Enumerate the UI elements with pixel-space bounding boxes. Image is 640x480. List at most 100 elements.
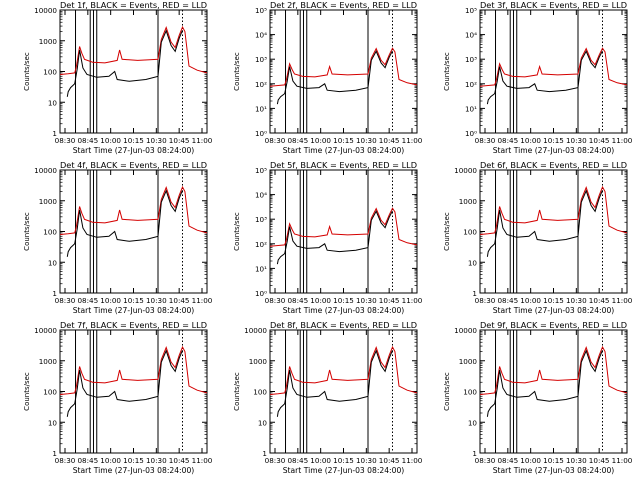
x-axis-label: Start Time (27-Jun-03 08:24:00) bbox=[283, 306, 405, 315]
y-tick-label: 100 bbox=[463, 228, 477, 237]
x-tick-label: 11:00 bbox=[402, 136, 423, 145]
panel-6: Det 6f, BLACK = Events, RED = LLD Counts/… bbox=[443, 160, 633, 315]
y-tick-label: 1 bbox=[472, 289, 477, 298]
y-tick-label: 100 bbox=[43, 388, 57, 397]
panel-3: Det 3f, BLACK = Events, RED = LLD Counts/… bbox=[443, 0, 633, 155]
series-events-black bbox=[486, 189, 603, 257]
y-tick-label: 10 bbox=[468, 258, 478, 267]
x-tick-label: 11:00 bbox=[192, 296, 213, 305]
x-tick-label: 11:00 bbox=[612, 456, 633, 465]
plot-frame bbox=[479, 169, 628, 294]
x-tick-label: 10:30 bbox=[566, 296, 587, 305]
y-tick-label: 100 bbox=[253, 388, 267, 397]
y-tick-label: 10000 bbox=[34, 326, 57, 335]
y-tick-label: 10 bbox=[48, 258, 58, 267]
x-axis-label: Start Time (27-Jun-03 08:24:00) bbox=[73, 146, 195, 155]
x-tick-label: 08:30 bbox=[265, 456, 286, 465]
panel-9: Det 9f, BLACK = Events, RED = LLD Counts/… bbox=[443, 320, 633, 475]
x-tick-label: 10:45 bbox=[589, 456, 610, 465]
series-lld-red bbox=[270, 47, 417, 87]
series-events-black bbox=[276, 210, 393, 265]
x-tick-label: 08:45 bbox=[497, 136, 518, 145]
y-axis-label: Counts/sec bbox=[233, 372, 241, 411]
y-tick-label: 100 bbox=[43, 68, 57, 77]
y-tick-label: 1 bbox=[52, 449, 57, 458]
y-tick-label: 10⁴ bbox=[465, 31, 477, 40]
panel-1: Det 1f, BLACK = Events, RED = LLD Counts/… bbox=[23, 0, 213, 155]
y-tick-label: 1 bbox=[262, 449, 267, 458]
x-tick-label: 11:00 bbox=[402, 456, 423, 465]
y-axis-label: Counts/sec bbox=[23, 52, 31, 91]
x-tick-label: 10:00 bbox=[310, 296, 331, 305]
y-tick-label: 1000 bbox=[459, 357, 478, 366]
x-tick-label: 08:30 bbox=[475, 296, 496, 305]
y-tick-label: 1000 bbox=[39, 357, 58, 366]
x-axis-label: Start Time (27-Jun-03 08:24:00) bbox=[73, 306, 195, 315]
x-tick-label: 08:45 bbox=[287, 296, 308, 305]
y-tick-label: 10² bbox=[255, 80, 267, 89]
plot-frame bbox=[479, 9, 628, 134]
x-tick-label: 08:30 bbox=[475, 456, 496, 465]
plot-frame bbox=[59, 329, 208, 454]
y-tick-label: 10000 bbox=[454, 166, 477, 175]
series-events-black bbox=[486, 349, 603, 417]
y-tick-label: 100 bbox=[43, 228, 57, 237]
x-tick-label: 10:00 bbox=[100, 456, 121, 465]
series-lld-red bbox=[60, 185, 207, 235]
x-tick-label: 10:30 bbox=[356, 456, 377, 465]
x-axis-label: Start Time (27-Jun-03 08:24:00) bbox=[283, 146, 405, 155]
x-tick-label: 10:30 bbox=[146, 456, 167, 465]
x-tick-label: 11:00 bbox=[192, 136, 213, 145]
y-tick-label: 10³ bbox=[465, 55, 477, 64]
x-tick-label: 08:30 bbox=[55, 456, 76, 465]
y-tick-label: 10000 bbox=[34, 6, 57, 15]
panel-title: Det 4f, BLACK = Events, RED = LLD bbox=[60, 160, 207, 170]
y-tick-label: 10⁵ bbox=[255, 6, 267, 15]
panel-2: Det 2f, BLACK = Events, RED = LLD Counts/… bbox=[233, 0, 423, 155]
panel-5: Det 5f, BLACK = Events, RED = LLD Counts/… bbox=[233, 160, 423, 315]
x-tick-label: 11:00 bbox=[612, 296, 633, 305]
x-tick-label: 08:30 bbox=[265, 136, 286, 145]
y-tick-label: 100 bbox=[463, 388, 477, 397]
panel-title: Det 5f, BLACK = Events, RED = LLD bbox=[270, 160, 417, 170]
x-tick-label: 08:30 bbox=[55, 136, 76, 145]
x-tick-label: 10:15 bbox=[543, 296, 564, 305]
x-tick-label: 08:45 bbox=[497, 456, 518, 465]
panel-title: Det 7f, BLACK = Events, RED = LLD bbox=[60, 320, 207, 330]
y-tick-label: 10³ bbox=[255, 55, 267, 64]
y-tick-label: 10⁴ bbox=[255, 31, 267, 40]
series-lld-red bbox=[270, 345, 417, 395]
x-tick-label: 08:45 bbox=[77, 296, 98, 305]
y-tick-label: 10¹ bbox=[255, 264, 267, 273]
panel-title: Det 2f, BLACK = Events, RED = LLD bbox=[270, 0, 417, 10]
x-tick-label: 10:00 bbox=[100, 296, 121, 305]
y-tick-label: 10² bbox=[465, 80, 477, 89]
x-tick-label: 10:30 bbox=[356, 296, 377, 305]
y-tick-label: 1 bbox=[52, 129, 57, 138]
y-axis-label: Counts/sec bbox=[443, 372, 451, 411]
series-events-black bbox=[66, 29, 183, 97]
panel-title: Det 3f, BLACK = Events, RED = LLD bbox=[480, 0, 627, 10]
series-events-black bbox=[66, 189, 183, 257]
y-axis-label: Counts/sec bbox=[23, 372, 31, 411]
panel-title: Det 1f, BLACK = Events, RED = LLD bbox=[60, 0, 207, 10]
panel-title: Det 8f, BLACK = Events, RED = LLD bbox=[270, 320, 417, 330]
plot-frame bbox=[479, 329, 628, 454]
y-tick-label: 1 bbox=[472, 449, 477, 458]
x-tick-label: 11:00 bbox=[402, 296, 423, 305]
x-tick-label: 08:30 bbox=[265, 296, 286, 305]
x-axis-label: Start Time (27-Jun-03 08:24:00) bbox=[493, 146, 615, 155]
x-axis-label: Start Time (27-Jun-03 08:24:00) bbox=[493, 306, 615, 315]
x-axis-label: Start Time (27-Jun-03 08:24:00) bbox=[73, 466, 195, 475]
y-tick-label: 1 bbox=[52, 289, 57, 298]
y-tick-label: 10⁰ bbox=[255, 289, 267, 298]
panel-7: Det 7f, BLACK = Events, RED = LLD Counts/… bbox=[23, 320, 213, 475]
x-axis-label: Start Time (27-Jun-03 08:24:00) bbox=[493, 466, 615, 475]
x-tick-label: 10:00 bbox=[310, 136, 331, 145]
x-tick-label: 10:45 bbox=[379, 136, 400, 145]
series-lld-red bbox=[480, 345, 627, 395]
x-tick-label: 10:45 bbox=[169, 456, 190, 465]
y-tick-label: 10⁰ bbox=[465, 129, 477, 138]
x-tick-label: 10:15 bbox=[333, 456, 354, 465]
x-tick-label: 10:15 bbox=[333, 296, 354, 305]
